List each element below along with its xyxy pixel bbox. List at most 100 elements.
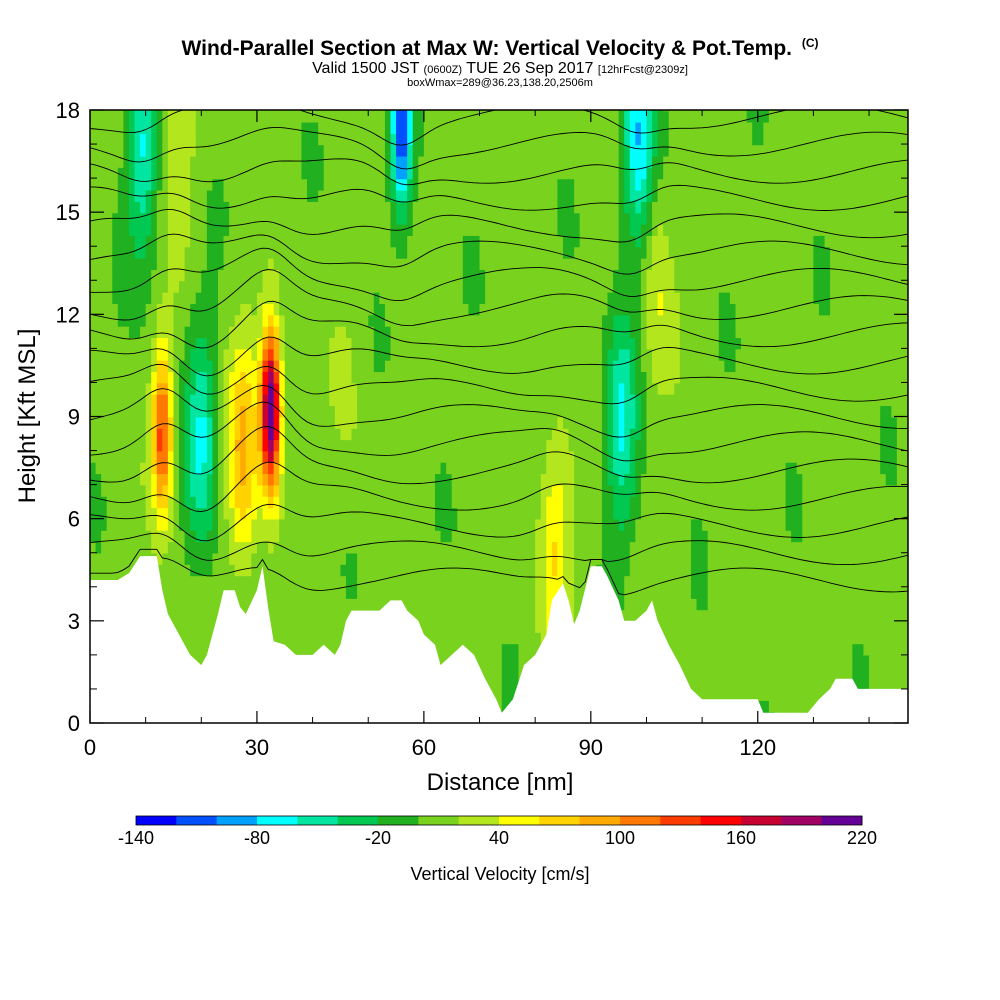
velocity-cell (128, 484, 136, 497)
velocity-cell (167, 496, 175, 509)
velocity-cell (435, 235, 442, 248)
velocity-cell (529, 507, 536, 520)
velocity-cell (201, 541, 208, 554)
velocity-cell (357, 258, 364, 270)
velocity-cell (451, 632, 458, 645)
velocity-cell (251, 428, 258, 441)
velocity-cell (501, 155, 508, 168)
velocity-cell (112, 246, 119, 259)
velocity-cell (507, 496, 514, 509)
velocity-cell (151, 394, 158, 407)
velocity-cell (351, 326, 358, 339)
velocity-cell (195, 348, 202, 361)
velocity-cell (212, 348, 219, 361)
velocity-cell (251, 121, 258, 134)
velocity-cell (501, 428, 508, 441)
velocity-cell (301, 144, 308, 157)
velocity-cell (524, 269, 531, 282)
velocity-cell (551, 416, 559, 429)
velocity-cell (223, 439, 230, 452)
velocity-cell (435, 405, 442, 418)
velocity-cell (357, 439, 364, 452)
velocity-cell (590, 348, 597, 361)
velocity-cell (390, 155, 397, 168)
velocity-cell (429, 201, 436, 214)
velocity-cell (151, 360, 158, 373)
velocity-cell (128, 280, 136, 293)
velocity-cell (240, 586, 247, 599)
velocity-cell (95, 201, 102, 214)
velocity-cell (256, 292, 264, 304)
velocity-cell (379, 212, 386, 225)
velocity-cell (462, 394, 469, 407)
velocity-cell (446, 530, 453, 543)
velocity-cell (579, 416, 586, 429)
velocity-cell (585, 518, 592, 531)
velocity-cell (145, 303, 152, 316)
velocity-cell (579, 473, 586, 486)
velocity-cell (184, 292, 191, 304)
velocity-cell (568, 507, 575, 520)
velocity-cell (457, 439, 464, 452)
velocity-cell (106, 337, 113, 350)
velocity-cell (590, 439, 597, 452)
velocity-cell (312, 484, 319, 497)
velocity-cell (240, 462, 247, 475)
velocity-cell (229, 258, 236, 270)
velocity-cell (268, 518, 275, 531)
velocity-cell (440, 235, 447, 248)
velocity-cell (173, 246, 180, 259)
velocity-cell (473, 280, 481, 293)
velocity-cell (312, 155, 319, 168)
velocity-cell (312, 620, 319, 633)
velocity-cell (101, 416, 108, 429)
velocity-cell (518, 473, 525, 486)
velocity-cell (479, 643, 486, 656)
velocity-cell (229, 564, 236, 577)
velocity-cell (485, 518, 492, 531)
velocity-cell (212, 530, 219, 543)
velocity-cell (340, 462, 347, 475)
velocity-cell (184, 609, 191, 622)
velocity-cell (362, 303, 369, 316)
velocity-cell (518, 337, 525, 350)
velocity-cell (195, 224, 202, 236)
velocity-cell (546, 405, 553, 418)
velocity-cell (568, 121, 575, 134)
velocity-cell (245, 235, 252, 248)
velocity-cell (407, 394, 414, 407)
velocity-cell (407, 382, 414, 395)
velocity-cell (151, 382, 158, 395)
velocity-cell (151, 144, 158, 157)
velocity-cell (524, 654, 531, 667)
velocity-cell (362, 439, 369, 452)
velocity-cell (90, 518, 97, 531)
velocity-cell (473, 155, 481, 168)
velocity-cell (585, 314, 592, 327)
velocity-cell (396, 246, 403, 259)
velocity-cell (117, 190, 124, 202)
velocity-cell (245, 496, 252, 509)
velocity-cell (384, 507, 392, 520)
velocity-cell (190, 564, 197, 577)
velocity-cell (245, 382, 252, 395)
velocity-cell (440, 564, 447, 577)
velocity-cell (284, 337, 291, 350)
velocity-cell (140, 473, 147, 486)
velocity-cell (334, 144, 341, 157)
velocity-cell (557, 155, 564, 168)
velocity-cell (307, 121, 314, 134)
velocity-cell (362, 541, 369, 554)
velocity-cell (451, 292, 458, 304)
velocity-cell (290, 598, 297, 611)
velocity-cell (273, 167, 280, 180)
velocity-cell (418, 416, 425, 429)
velocity-cell (590, 507, 597, 520)
velocity-cell (273, 235, 280, 248)
velocity-cell (95, 258, 102, 270)
velocity-cell (429, 416, 436, 429)
velocity-cell (117, 326, 124, 339)
velocity-cell (212, 484, 219, 497)
velocity-cell (446, 416, 453, 429)
velocity-cell (279, 212, 286, 225)
